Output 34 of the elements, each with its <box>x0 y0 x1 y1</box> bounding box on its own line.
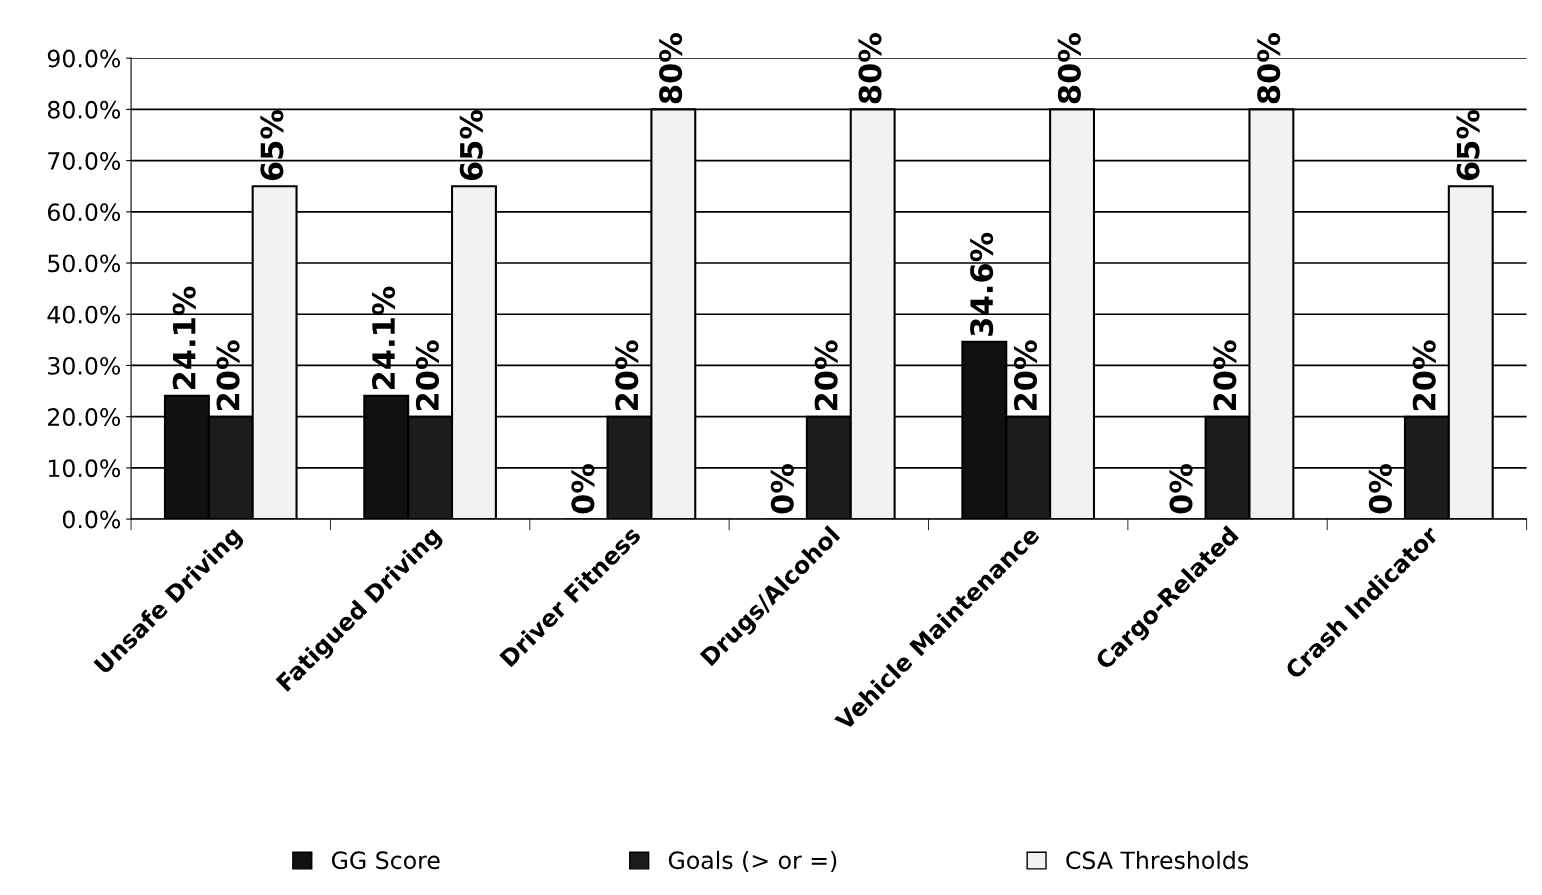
data-label: 20% <box>1213 340 1237 411</box>
y-tick-label: 40.0% <box>47 305 121 324</box>
data-label: 20% <box>814 340 838 411</box>
legend-label: CSA Thresholds <box>1066 850 1248 870</box>
y-tick-label: 80.0% <box>47 100 121 119</box>
data-label: 0% <box>1169 464 1193 514</box>
y-tick-label: 0.0% <box>62 510 121 529</box>
y-tick-label: 30.0% <box>48 356 121 375</box>
data-label: 65% <box>459 109 483 181</box>
y-tick-label: 10.0% <box>48 459 121 478</box>
data-label: 24.1% <box>372 286 396 390</box>
data-label: 80% <box>1057 33 1081 104</box>
data-label: 80% <box>858 33 882 104</box>
data-label: 20% <box>415 340 439 411</box>
y-tick-label: 20.0% <box>48 408 121 426</box>
data-label: 20% <box>615 340 639 411</box>
data-label: 20% <box>216 340 240 411</box>
y-tick-label: 70.0% <box>48 152 121 170</box>
legend-label: Goals (> or =) <box>668 850 837 872</box>
data-label: 0% <box>571 464 595 514</box>
data-label: 34.6% <box>970 232 994 336</box>
y-tick-label: 50.0% <box>48 254 121 273</box>
data-label: 65% <box>260 109 284 181</box>
legend-label: GG Score <box>331 851 440 870</box>
data-label: 24.1% <box>172 286 196 390</box>
y-tick-label: 90.0% <box>47 49 121 68</box>
y-tick-label: 60.0% <box>47 203 121 222</box>
data-label: 20% <box>1412 340 1436 411</box>
data-label: 0% <box>1368 464 1392 514</box>
data-label: 65% <box>1456 109 1480 181</box>
data-label: 80% <box>1257 33 1281 104</box>
data-label: 20% <box>1013 340 1038 411</box>
data-label: 0% <box>770 464 794 514</box>
data-label: 80% <box>659 33 683 104</box>
